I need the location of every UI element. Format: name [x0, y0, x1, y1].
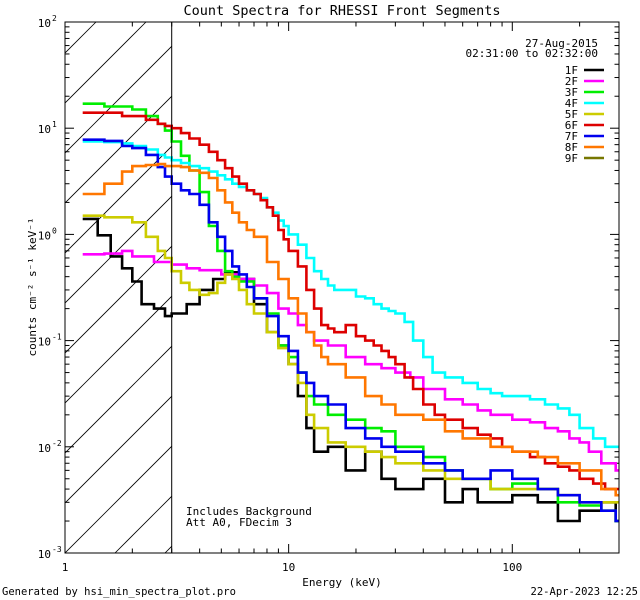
legend-label-7F: 7F	[565, 130, 578, 143]
y-tick-label: 10	[38, 442, 51, 455]
legend-label-5F: 5F	[565, 108, 578, 121]
y-tick-exponent: -3	[52, 545, 62, 554]
legend-label-3F: 3F	[565, 86, 578, 99]
y-axis-label: counts cm⁻² s⁻¹ keV⁻¹	[26, 217, 39, 356]
y-tick-label: 10	[38, 17, 51, 30]
footer-generated-by: Generated by hsi_min_spectra_plot.pro	[2, 586, 236, 598]
x-tick-label: 10	[282, 561, 295, 574]
legend-label-9F: 9F	[565, 152, 578, 165]
hatch-line	[65, 22, 147, 104]
y-tick-exponent: -1	[52, 333, 62, 342]
time-range-label: 02:31:00 to 02:32:00	[466, 47, 598, 60]
legend-label-6F: 6F	[565, 119, 578, 132]
legend-label-2F: 2F	[565, 75, 578, 88]
series-line-5F	[82, 214, 619, 504]
hatch-line	[365, 22, 640, 553]
y-tick-exponent: 0	[52, 226, 57, 235]
excluded-region-hatch	[0, 22, 640, 553]
series-line-1F	[82, 217, 619, 523]
y-tick-exponent: -2	[52, 439, 62, 448]
y-tick-label: 10	[38, 336, 51, 349]
hatch-line	[65, 95, 172, 204]
y-tick-exponent: 1	[52, 120, 57, 129]
hatch-line	[114, 495, 172, 553]
hatch-line	[415, 22, 640, 553]
hatch-line	[65, 245, 172, 354]
series-line-6F	[82, 111, 619, 491]
y-tick-label: 10	[38, 229, 51, 242]
hatch-line	[65, 395, 172, 504]
hatch-line	[65, 445, 172, 553]
date-label: 27-Aug-2015	[525, 37, 598, 50]
x-axis-label: Energy (keV)	[302, 576, 381, 589]
hatch-line	[65, 45, 172, 154]
annotation-background: Includes Background	[186, 505, 312, 518]
series-line-2F	[82, 249, 619, 472]
series-line-4F	[82, 140, 619, 449]
legend-label-8F: 8F	[565, 141, 578, 154]
series-line-7F	[82, 138, 619, 523]
hatch-line	[315, 22, 640, 553]
y-tick-label: 10	[38, 123, 51, 136]
annotation-attenuator: Att A0, FDecim 3	[186, 516, 292, 529]
footer-timestamp: 22-Apr-2023 12:25	[531, 586, 638, 598]
hatch-line	[65, 22, 97, 54]
hatch-line	[0, 22, 46, 553]
chart-title: Count Spectra for RHESSI Front Segments	[184, 3, 501, 19]
legend-label-4F: 4F	[565, 97, 578, 110]
hatch-line	[65, 195, 172, 304]
x-tick-label: 100	[502, 561, 522, 574]
hatch-line	[265, 22, 640, 553]
plot-frame	[64, 21, 620, 554]
series-layer	[82, 102, 619, 523]
y-tick-exponent: 2	[52, 14, 57, 23]
legend-label-1F: 1F	[565, 64, 578, 77]
x-tick-label: 1	[62, 561, 69, 574]
y-tick-label: 10	[38, 548, 51, 561]
